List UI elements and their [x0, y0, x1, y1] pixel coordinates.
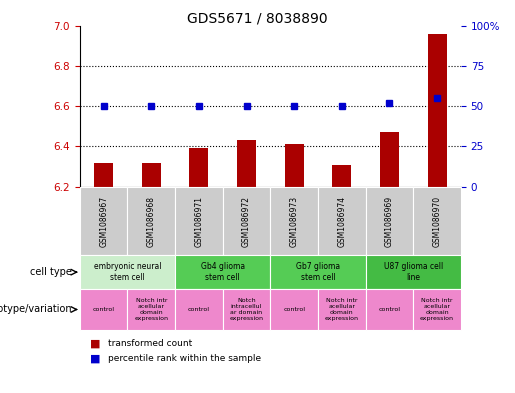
Text: Notch intr
acellular
domain
expression: Notch intr acellular domain expression — [325, 298, 359, 321]
Text: Notch intr
acellular
domain
expression: Notch intr acellular domain expression — [134, 298, 168, 321]
Text: control: control — [283, 307, 305, 312]
Text: embryonic neural
stem cell: embryonic neural stem cell — [94, 263, 161, 282]
Text: GSM1086972: GSM1086972 — [242, 196, 251, 246]
Text: genotype/variation: genotype/variation — [0, 305, 72, 314]
Bar — [427, 33, 447, 187]
Text: percentile rank within the sample: percentile rank within the sample — [108, 354, 261, 363]
Text: GSM1086968: GSM1086968 — [147, 196, 156, 246]
Bar — [285, 144, 304, 187]
Text: GDS5671 / 8038890: GDS5671 / 8038890 — [187, 12, 328, 26]
Text: GSM1086973: GSM1086973 — [290, 195, 299, 247]
Text: control: control — [93, 307, 115, 312]
Text: GSM1086969: GSM1086969 — [385, 195, 394, 247]
Text: U87 glioma cell
line: U87 glioma cell line — [384, 263, 443, 282]
Bar — [142, 162, 161, 187]
Text: cell type: cell type — [30, 267, 72, 277]
Bar — [380, 132, 399, 187]
Text: GSM1086974: GSM1086974 — [337, 195, 346, 247]
Bar — [190, 149, 209, 187]
Bar — [237, 140, 256, 187]
Text: ■: ■ — [90, 354, 100, 364]
Text: Gb7 glioma
stem cell: Gb7 glioma stem cell — [296, 263, 340, 282]
Bar — [94, 162, 113, 187]
Text: control: control — [379, 307, 401, 312]
Text: Notch intr
acellular
domain
expression: Notch intr acellular domain expression — [420, 298, 454, 321]
Text: GSM1086971: GSM1086971 — [195, 196, 203, 246]
Text: ■: ■ — [90, 339, 100, 349]
Text: transformed count: transformed count — [108, 340, 193, 348]
Text: GSM1086967: GSM1086967 — [99, 195, 108, 247]
Text: Gb4 glioma
stem cell: Gb4 glioma stem cell — [201, 263, 245, 282]
Bar — [332, 165, 351, 187]
Text: Notch
intracellul
ar domain
expression: Notch intracellul ar domain expression — [230, 298, 264, 321]
Text: control: control — [188, 307, 210, 312]
Text: GSM1086970: GSM1086970 — [433, 195, 441, 247]
